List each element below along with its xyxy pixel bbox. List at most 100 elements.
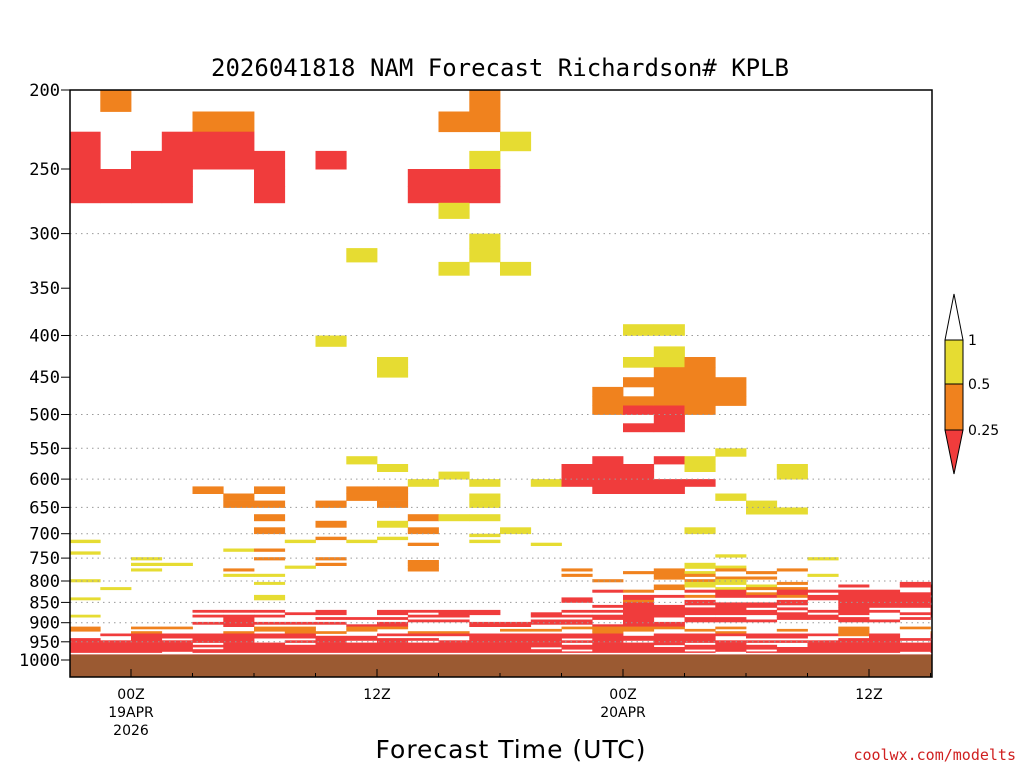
ri-cell [377, 651, 409, 654]
ri-cell [684, 640, 716, 643]
ri-cell [70, 644, 101, 648]
ri-cell [776, 651, 808, 654]
ri-cell [70, 131, 101, 152]
ri-cell [623, 602, 655, 606]
ri-cell [500, 621, 532, 625]
ri-cell [407, 651, 439, 654]
ri-cell [530, 628, 562, 632]
ri-cell [715, 644, 747, 648]
ri-cell [161, 644, 193, 648]
ri-cell [131, 644, 163, 648]
ri-cell [438, 644, 470, 648]
ri-cell [684, 581, 716, 585]
ri-cell [715, 589, 747, 593]
ri-cell [315, 649, 347, 652]
ri-cell [684, 456, 716, 465]
ri-cell [161, 131, 193, 152]
ri-cell [346, 248, 378, 263]
ri-cell [653, 346, 685, 358]
ri-cell [377, 500, 409, 508]
ri-cell [377, 626, 409, 630]
ri-cell [530, 649, 562, 652]
y-tick-label: 550 [29, 439, 60, 459]
ri-cell [715, 604, 747, 608]
ri-cell [100, 644, 132, 648]
ri-cell [284, 635, 316, 639]
ri-cell [776, 628, 808, 632]
ri-cell [715, 626, 747, 630]
ri-cell [161, 150, 193, 170]
ri-cell [530, 638, 562, 641]
gridlines [70, 233, 932, 643]
ri-cell [561, 621, 593, 625]
ri-cell [192, 644, 224, 648]
ri-cell [746, 635, 778, 639]
ri-cell [254, 614, 286, 618]
ri-cell [838, 617, 870, 620]
y-tick-label: 400 [29, 327, 60, 347]
ri-cell [838, 592, 870, 596]
ri-cell [254, 486, 286, 494]
ri-cell [438, 647, 470, 650]
ri-cell [838, 647, 870, 650]
ri-cell [70, 649, 101, 652]
ri-cell [899, 604, 931, 608]
ri-cell [653, 377, 685, 388]
ri-cell [684, 562, 716, 566]
ri-cell [623, 405, 655, 415]
ri-cell [838, 628, 870, 632]
ri-cell [438, 609, 470, 613]
ri-cell [869, 635, 901, 639]
ri-cell [469, 647, 501, 650]
ri-cell [438, 631, 470, 634]
ri-cell [746, 640, 778, 643]
ri-cell [653, 604, 685, 608]
ri-cell [469, 621, 501, 625]
ri-cell [469, 150, 501, 170]
ri-cell [623, 377, 655, 388]
ri-cell [469, 493, 501, 501]
ri-cell [807, 649, 839, 652]
ri-cell [869, 609, 901, 613]
ri-cell [623, 464, 655, 472]
ri-cell [776, 589, 808, 593]
ri-cell [254, 635, 286, 639]
ri-cell [438, 619, 470, 623]
ri-cell [561, 614, 593, 618]
ri-cell [254, 514, 286, 522]
ri-cell [653, 573, 685, 577]
ri-cell [315, 612, 347, 616]
y-tick-label: 350 [29, 279, 60, 299]
legend-swatch-above-1 [944, 293, 964, 341]
ri-cell [377, 367, 409, 378]
ri-cell [70, 169, 101, 187]
ri-cell [70, 640, 101, 643]
ri-cell [254, 594, 286, 598]
ri-cell [161, 635, 193, 639]
ri-cell [192, 609, 224, 613]
ri-cell [776, 507, 808, 515]
ri-cell [161, 642, 193, 646]
ri-cell [746, 594, 778, 598]
ri-cell [438, 649, 470, 652]
ri-cell [530, 542, 562, 546]
ri-cell [653, 609, 685, 613]
ri-cell [70, 551, 101, 555]
ri-cell [592, 604, 624, 608]
ri-cell [746, 633, 778, 637]
ri-cell [469, 539, 501, 544]
ri-cell [684, 638, 716, 641]
ri-cell [223, 638, 255, 641]
ri-cell [838, 584, 870, 588]
ri-cell [407, 527, 439, 535]
y-tick-label: 700 [29, 525, 60, 545]
ri-cell [469, 644, 501, 648]
ri-cell [469, 500, 501, 508]
ri-cell [653, 594, 685, 598]
ri-cell [192, 635, 224, 639]
ri-cell [469, 612, 501, 616]
ri-cell [561, 619, 593, 623]
ri-cell [746, 507, 778, 515]
ri-cell [746, 602, 778, 606]
ri-cell [869, 642, 901, 646]
